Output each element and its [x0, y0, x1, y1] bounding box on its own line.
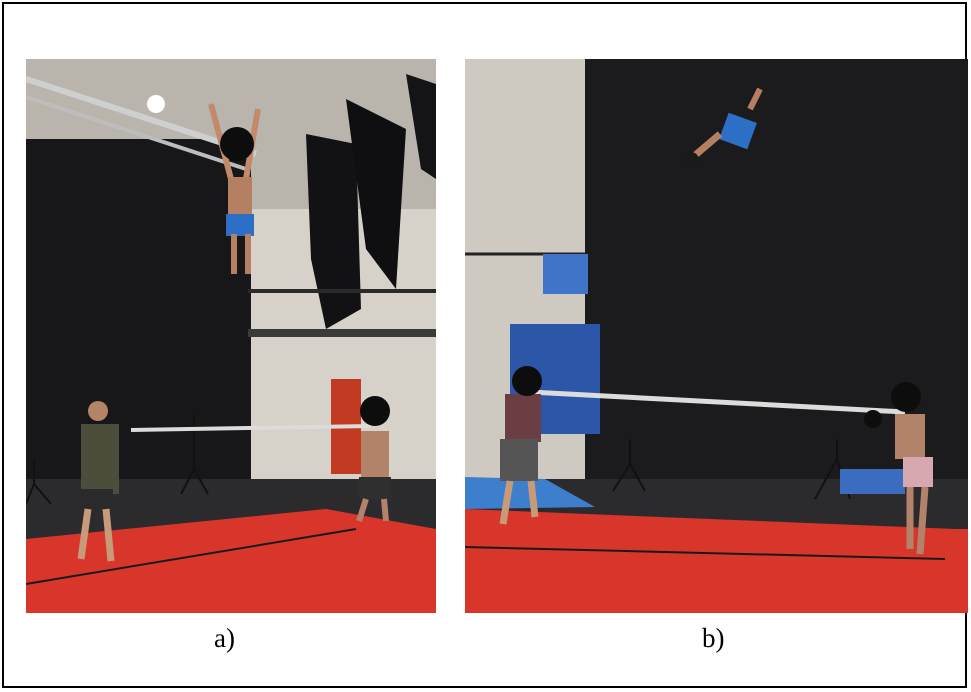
hanging-banner: [306, 134, 361, 329]
hanging-banner: [346, 99, 406, 289]
tripod: [612, 439, 646, 492]
balcony-rail: [248, 289, 436, 293]
russian-bar-pole: [529, 389, 906, 415]
blue-panel: [543, 254, 588, 294]
smiley-face-mask-icon: [891, 382, 921, 412]
caption-b: b): [702, 623, 725, 653]
photo-a-scene: [26, 59, 436, 613]
tripod: [26, 459, 52, 505]
blue-box: [840, 469, 905, 494]
russian-bar-pole: [130, 424, 372, 432]
red-mat: [465, 509, 968, 613]
flyer-athlete: [683, 87, 763, 168]
red-mat: [26, 509, 436, 613]
photo-b-scene: [465, 59, 968, 613]
porter-left: [77, 401, 119, 562]
balcony-floor: [248, 329, 436, 337]
porter-left: [499, 394, 541, 525]
porter-right: [895, 414, 933, 555]
hanging-banner: [406, 74, 436, 179]
porter-right: [356, 431, 391, 522]
smiley-face-mask-icon: [512, 366, 542, 396]
stage-light: [147, 95, 165, 113]
smiley-face-mask-icon: [220, 127, 254, 161]
tripod: [180, 414, 209, 495]
photo-panel-a: [26, 59, 436, 613]
lighting-truss: [26, 76, 257, 171]
photo-panel-b: [465, 59, 968, 613]
smiley-face-mask-icon: [864, 410, 882, 428]
caption-a: a): [214, 623, 235, 653]
black-curtain: [26, 139, 251, 509]
smiley-face-mask-icon: [360, 396, 390, 426]
